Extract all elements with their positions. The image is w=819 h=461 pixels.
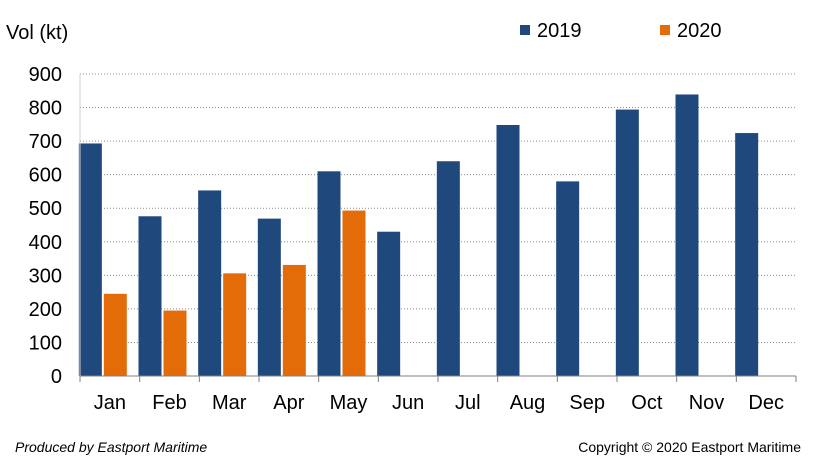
bar-2019-Jul (436, 161, 460, 376)
x-tick-label: Apr (273, 392, 304, 414)
legend-label-2020: 2020 (677, 20, 722, 42)
x-tick-label: Sep (569, 392, 605, 414)
x-tick-label: Jun (392, 392, 424, 414)
x-tick-label: Jan (94, 392, 126, 414)
x-tick-label: Jul (455, 392, 481, 414)
y-tick-label: 900 (29, 64, 62, 86)
y-tick-label: 700 (29, 131, 62, 153)
bar-2019-May (317, 171, 341, 376)
y-axis-title: Vol (kt) (6, 22, 68, 44)
bar-2019-Aug (496, 125, 520, 376)
bar-2020-Jan (103, 293, 127, 376)
bar-2019-Sep (556, 181, 580, 376)
bar-2019-Feb (138, 216, 162, 376)
legend-swatch-2019 (520, 25, 530, 35)
y-tick-label: 600 (29, 165, 62, 187)
x-tick-label: Aug (510, 392, 546, 414)
y-tick-label: 100 (29, 332, 62, 354)
bar-2020-Apr (282, 264, 306, 376)
x-axis: Jan Feb Mar Apr May Jun Jul Aug Sep Oct Nov Dec (79, 74, 797, 414)
y-tick-label: 500 (29, 198, 62, 220)
bar-2020-Mar (223, 273, 247, 376)
x-tick-label: May (330, 392, 368, 414)
y-tick-label: 0 (51, 366, 62, 388)
bar-2020-Feb (163, 310, 187, 376)
x-tick-label: Dec (748, 392, 784, 414)
bar-2019-Jan (78, 143, 102, 376)
bar-2020-May (342, 210, 366, 376)
y-tick-label: 200 (29, 299, 62, 321)
y-tick-label: 800 (29, 98, 62, 120)
copyright-notice: Copyright © 2020 Eastport Maritime (578, 439, 801, 455)
x-tick-label: Nov (689, 392, 725, 414)
bars (78, 94, 759, 377)
y-tick-label: 300 (29, 265, 62, 287)
bar-2019-Dec (735, 133, 759, 376)
y-axis-ticks: 0 100 200 300 400 500 600 700 800 900 (29, 64, 62, 388)
x-tick-label: Oct (631, 392, 663, 414)
bar-2019-Mar (198, 190, 222, 376)
x-tick-label: Mar (212, 392, 247, 414)
legend: 2019 2020 (520, 20, 722, 42)
bar-2019-Oct (615, 109, 639, 377)
bar-2019-Apr (257, 218, 281, 376)
y-tick-label: 400 (29, 232, 62, 254)
legend-swatch-2020 (660, 25, 670, 35)
producer-credit: Produced by Eastport Maritime (15, 439, 208, 455)
bar-2019-Jun (377, 231, 401, 376)
bar-2019-Nov (675, 94, 699, 377)
x-tick-label: Feb (152, 392, 186, 414)
legend-label-2019: 2019 (537, 20, 582, 42)
